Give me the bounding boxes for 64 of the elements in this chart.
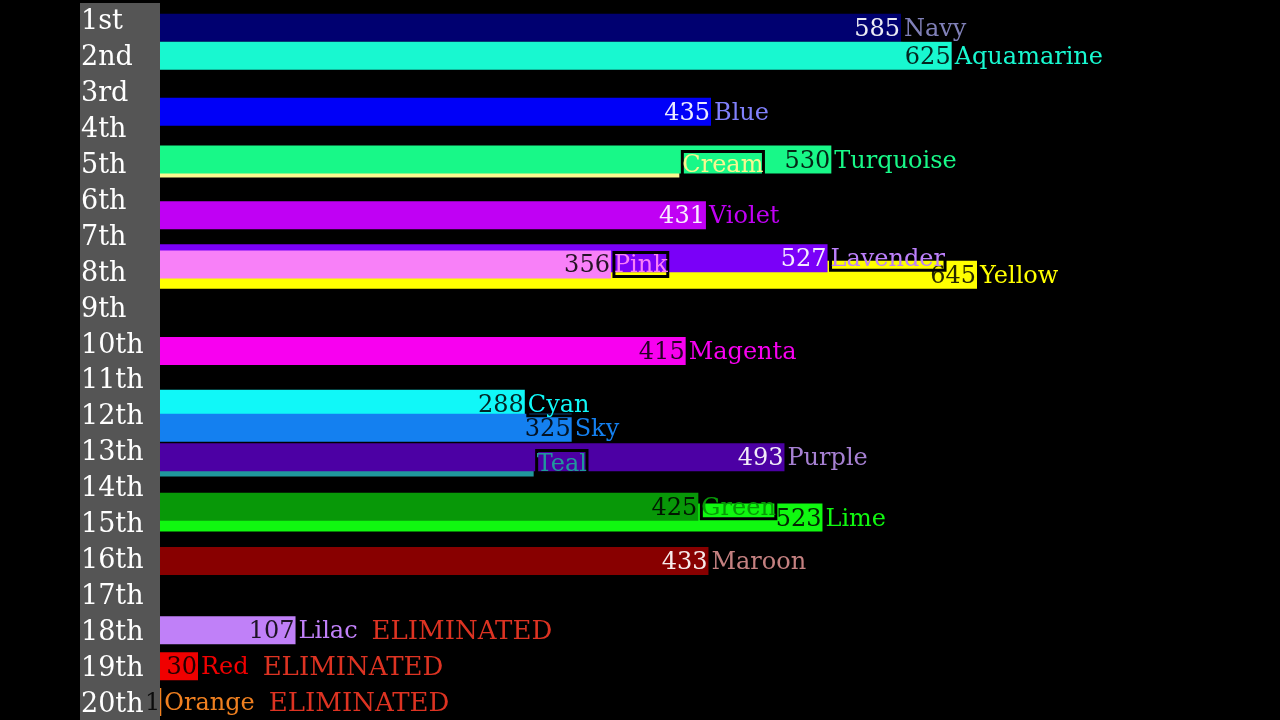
- y-tick-label: 8th: [81, 255, 127, 287]
- bar: [160, 443, 785, 472]
- series-label: Blue: [714, 97, 769, 126]
- series-label: Lime: [825, 503, 887, 532]
- y-tick-label: 5th: [81, 148, 127, 180]
- series-label: Cyan: [527, 389, 590, 418]
- y-tick-label: 7th: [81, 219, 127, 251]
- series-label: Lilac: [298, 616, 358, 645]
- data-label: 30: [166, 652, 197, 681]
- series-label: Orange: [164, 688, 255, 717]
- data-label: 1: [144, 688, 161, 717]
- data-label: 356: [564, 250, 610, 279]
- bar: [160, 336, 686, 365]
- y-tick-label: 20th: [81, 686, 144, 718]
- y-tick-label: 19th: [81, 650, 144, 682]
- y-tick-label: 1st: [81, 4, 124, 36]
- series-label: Red: [201, 652, 249, 681]
- data-label: 530: [784, 145, 831, 174]
- y-tick-label: 9th: [81, 291, 127, 323]
- data-label: 625: [904, 41, 951, 70]
- y-tick-label: 10th: [81, 327, 144, 359]
- bar: [160, 250, 611, 279]
- data-label: 585: [854, 13, 900, 42]
- bar: [160, 145, 832, 174]
- y-tick-label: 14th: [81, 471, 144, 503]
- data-label: 435: [664, 97, 710, 126]
- data-label: 523: [775, 503, 822, 532]
- y-tick-label: 3rd: [81, 76, 129, 108]
- bar: [160, 616, 296, 645]
- y-tick-label: 2nd: [81, 40, 133, 72]
- series-label: Yellow: [979, 260, 1059, 289]
- annotation: ELIMINATED: [371, 615, 553, 646]
- bar: [160, 41, 952, 70]
- bar: [160, 546, 709, 575]
- bar: [160, 201, 706, 230]
- y-tick-label: 17th: [81, 578, 144, 610]
- y-tick-label: 4th: [81, 112, 127, 144]
- bar: [160, 13, 901, 42]
- y-tick-label: 6th: [81, 183, 127, 215]
- series-label: Magenta: [688, 336, 797, 365]
- data-label: 493: [737, 443, 784, 472]
- data-label: 431: [659, 201, 705, 230]
- series-label: Aquamarine: [953, 41, 1104, 70]
- series-label: Navy: [904, 13, 967, 42]
- bar: [160, 492, 699, 521]
- series-label: Maroon: [711, 546, 807, 575]
- data-label: 527: [780, 244, 827, 273]
- data-label: 288: [477, 389, 524, 418]
- data-label: 415: [638, 336, 685, 365]
- bar: [160, 97, 711, 126]
- y-tick-label: 12th: [81, 399, 144, 431]
- y-tick-label: 11th: [81, 363, 144, 395]
- annotation: ELIMINATED: [268, 687, 450, 718]
- y-tick-label: 18th: [81, 614, 144, 646]
- data-label: 433: [661, 546, 708, 575]
- y-tick-label: 13th: [81, 435, 144, 467]
- series-label: Violet: [707, 201, 780, 230]
- data-label: 107: [248, 616, 295, 645]
- y-tick-label: 15th: [81, 507, 144, 539]
- series-label: Turquoise: [834, 145, 957, 174]
- data-label: 425: [651, 492, 698, 521]
- series-label: Purple: [787, 443, 868, 472]
- annotation: ELIMINATED: [262, 651, 444, 682]
- y-tick-label: 16th: [81, 542, 144, 574]
